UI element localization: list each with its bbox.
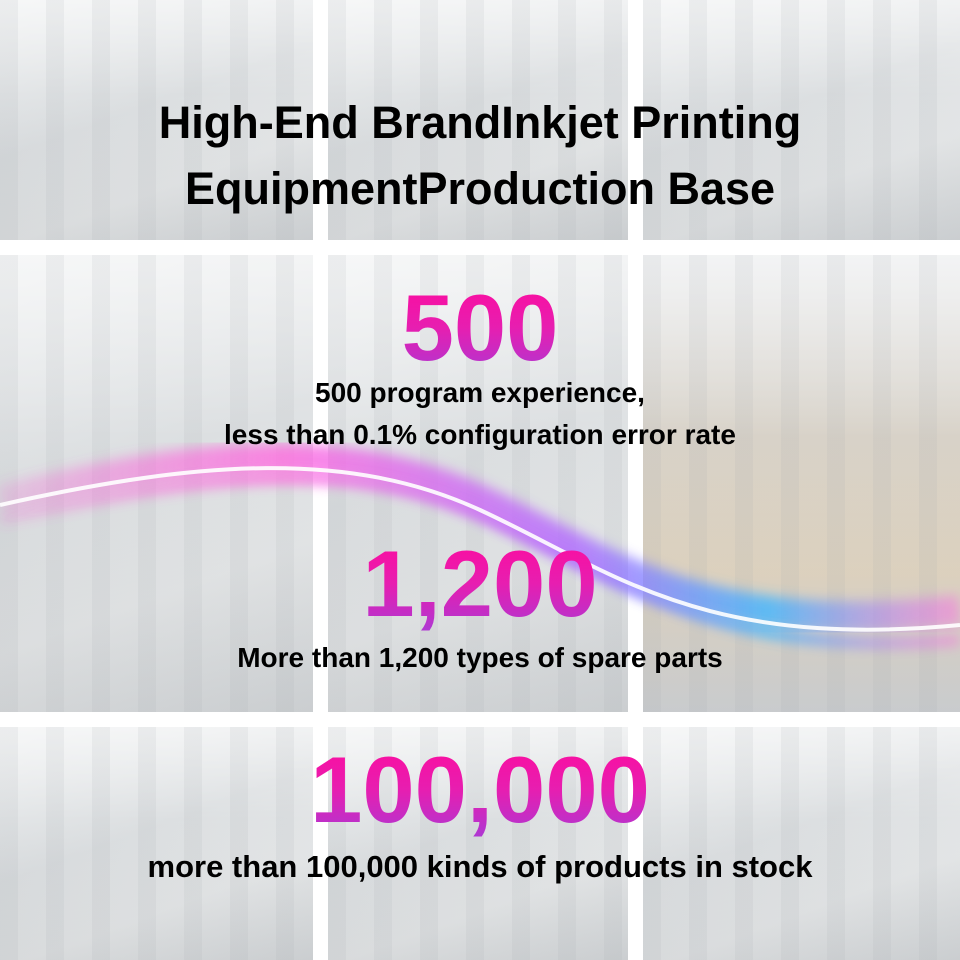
stat-number: 100,000 (0, 740, 960, 840)
stat-caption: More than 1,200 types of spare parts (237, 642, 723, 673)
title-line: High-End BrandInkjet Printing (158, 97, 802, 148)
factory-photo (328, 727, 628, 960)
stat-number-text: 100,000 (310, 737, 650, 842)
caption-line: less than 0.1% configuration error rate (224, 419, 736, 450)
title-line: EquipmentProduction Base (184, 163, 776, 214)
stat-number-text: 1,200 (362, 531, 598, 636)
caption-line: 500 program experience, (315, 377, 645, 408)
stat-caption: 500 program experience, less than 0.1% c… (0, 372, 960, 456)
page-title: High-End BrandInkjet Printing EquipmentP… (0, 90, 960, 222)
stat-number: 500 (0, 278, 960, 378)
stat-number: 1,200 (0, 534, 960, 634)
factory-photo (643, 727, 960, 960)
factory-photo (0, 0, 313, 240)
factory-photo (643, 0, 960, 240)
factory-photo (328, 0, 628, 240)
stat-caption: more than 100,000 kinds of products in s… (147, 849, 813, 884)
factory-photo (0, 727, 313, 960)
stat-number-text: 500 (401, 275, 559, 380)
